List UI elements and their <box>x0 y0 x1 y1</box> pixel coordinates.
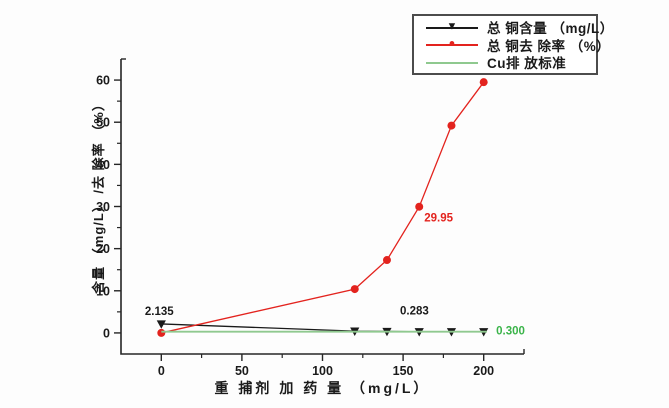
value-label: 2.135 <box>145 306 174 318</box>
triangle-down-marker-icon: ▼ <box>446 19 458 32</box>
legend-label: 总 铜去 除率 （%） <box>487 38 611 54</box>
circle-marker <box>350 285 359 294</box>
x-tick-label: 150 <box>393 364 414 378</box>
legend-line-sample: ● <box>426 38 478 51</box>
legend-row-cu-standard: Cu排 放标准 <box>426 54 592 71</box>
y-tick-label: 10 <box>96 284 110 298</box>
y-tick-label: 0 <box>103 326 110 340</box>
legend-label: Cu排 放标准 <box>487 56 567 71</box>
y-tick-label: 60 <box>96 74 110 88</box>
legend: ▼ 总 铜含量 （mg/L） ● 总 铜去 除率 （%） Cu排 放标准 <box>412 14 613 75</box>
x-axis-title: 重 捕剂 加 药 量 （mg/L） <box>214 380 431 396</box>
x-tick-label: 0 <box>158 364 165 378</box>
legend-line-sample: ▼ <box>426 19 478 34</box>
value-label: 0.300 <box>496 326 525 338</box>
axis-frame <box>120 59 524 355</box>
y-tick-label: 20 <box>96 242 110 256</box>
legend-row-removal-rate: ● 总 铜去 除率 （%） <box>426 36 610 54</box>
copper-content-line <box>161 323 484 333</box>
x-tick-label: 100 <box>312 364 333 378</box>
x-tick-label: 50 <box>235 364 249 378</box>
legend-line-sample <box>426 56 478 69</box>
circle-marker-icon: ● <box>448 37 456 50</box>
line-sample-icon <box>426 44 478 46</box>
circle-marker <box>157 328 166 337</box>
circle-marker <box>382 256 391 265</box>
circle-marker <box>415 202 424 211</box>
circle-marker <box>447 121 456 130</box>
triangle-down-marker <box>156 320 166 329</box>
x-tick-label: 200 <box>473 364 494 378</box>
removal-rate-line <box>161 81 485 334</box>
y-axis-title: 含量 （mg/L） /去 除率 （%） <box>91 97 106 294</box>
circle-marker <box>479 78 488 87</box>
y-tick-label: 30 <box>96 200 110 214</box>
value-label: 0.283 <box>400 306 429 318</box>
legend-label: 总 铜含量 （mg/L） <box>487 21 614 36</box>
y-tick-label: 40 <box>96 158 110 172</box>
line-sample-icon <box>426 26 478 29</box>
line-sample-icon <box>426 61 478 64</box>
value-label: 29.95 <box>424 213 453 225</box>
legend-row-copper-content: ▼ 总 铜含量 （mg/L） <box>426 19 613 36</box>
y-tick-label: 50 <box>96 116 110 130</box>
